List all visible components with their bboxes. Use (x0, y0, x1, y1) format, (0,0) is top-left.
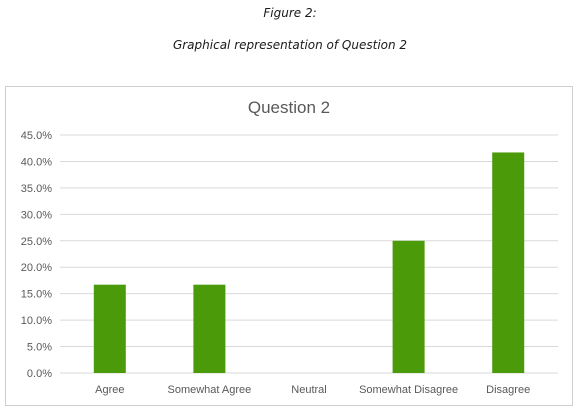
x-tick-label: Somewhat Agree (168, 384, 252, 396)
bar-somewhat-agree (193, 284, 226, 373)
y-tick-label: 25.0% (21, 236, 52, 248)
figure-label: Figure 2: (263, 6, 317, 20)
y-tick-label: 10.0% (21, 315, 52, 327)
gridlines (60, 134, 558, 374)
y-tick-label: 5.0% (27, 342, 52, 354)
bar-somewhat-disagree (392, 240, 425, 373)
y-tick-label: 30.0% (21, 209, 52, 221)
x-tick-label: Disagree (486, 384, 530, 396)
y-tick-label: 15.0% (21, 289, 52, 301)
x-tick-label: Neutral (291, 384, 326, 396)
bars (93, 152, 525, 373)
bar-agree (93, 284, 126, 373)
y-tick-label: 40.0% (21, 156, 52, 168)
bar-chart: Question 2 0.0% 5.0% 10.0% 15.0% 20.0% 25.0% 3… (21, 98, 558, 396)
y-tick-label: 45.0% (21, 130, 52, 142)
chart-title: Question 2 (248, 98, 330, 117)
chart-frame: Question 2 0.0% 5.0% 10.0% 15.0% 20.0% 25.0% 3… (5, 86, 573, 406)
y-tick-label: 20.0% (21, 262, 52, 274)
x-axis-tick-labels: Agree Somewhat Agree Neutral Somewhat Disag… (95, 384, 530, 396)
figure-caption: Graphical representation of Question 2 (172, 38, 408, 52)
y-tick-label: 0.0% (27, 368, 52, 380)
y-axis-tick-labels: 0.0% 5.0% 10.0% 15.0% 20.0% 25.0% 30.0% 35.0% 40… (21, 130, 52, 380)
y-tick-label: 35.0% (21, 183, 52, 195)
x-tick-label: Somewhat Disagree (359, 384, 458, 396)
x-tick-label: Agree (95, 384, 124, 396)
bar-disagree (492, 152, 525, 373)
